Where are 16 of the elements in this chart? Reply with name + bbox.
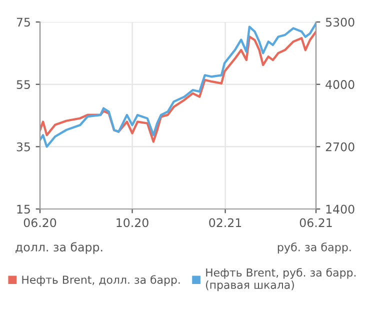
x-tick-label: 06.21 [300,218,332,228]
y2-tick-label: 1400 [326,204,354,214]
y-axis-title: долл. за барр. [16,242,102,254]
y2-tick-label: 4000 [326,80,354,89]
x-tick-label: 10.20 [116,218,148,228]
y-tick-label: 15 [17,204,30,214]
x-tick-label: 06.20 [24,218,56,228]
x-tick-label: 02.21 [209,218,242,228]
legend-label: Нефть Brent, долл. за барр. [22,275,180,286]
legend-label: Нефть Brent, руб. за барр. (правая шкала) [206,268,356,292]
y-tick-label: 55 [16,80,30,89]
text: руб. за барр. [278,242,351,254]
y-tick-label: 35 [16,142,30,152]
y2-tick-label: 5300 [326,18,354,27]
y2-tick-label: 2700 [326,142,354,152]
y-tick-label: 75 [16,18,30,27]
